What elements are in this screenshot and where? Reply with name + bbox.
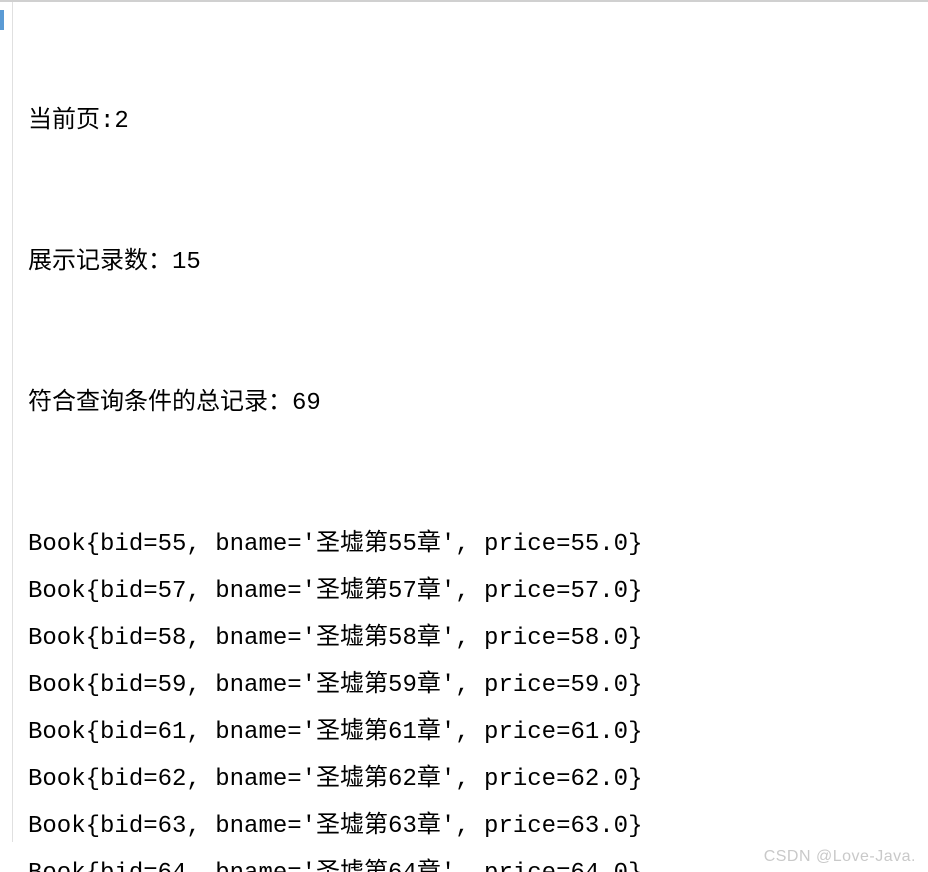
gutter-rule — [12, 2, 13, 842]
console-output: 当前页:2 展示记录数：15 符合查询条件的总记录：69 Book{bid=55… — [28, 4, 918, 872]
header-current-page: 当前页:2 — [28, 98, 918, 145]
record-line: Book{bid=61, bname='圣墟第61章', price=61.0} — [28, 709, 918, 756]
watermark: CSDN @Love-Java. — [764, 848, 916, 866]
header-total: 符合查询条件的总记录：69 — [28, 380, 918, 427]
page-size-label: 展示记录数： — [28, 249, 172, 276]
header-page-size: 展示记录数：15 — [28, 239, 918, 286]
record-line: Book{bid=63, bname='圣墟第63章', price=63.0} — [28, 803, 918, 850]
current-page-value: 2 — [114, 108, 128, 135]
record-line: Book{bid=58, bname='圣墟第58章', price=58.0} — [28, 615, 918, 662]
page-size-value: 15 — [172, 249, 201, 276]
records-list: Book{bid=55, bname='圣墟第55章', price=55.0}… — [28, 521, 918, 872]
current-page-label: 当前页: — [28, 108, 114, 135]
record-line: Book{bid=55, bname='圣墟第55章', price=55.0} — [28, 521, 918, 568]
active-line-marker — [0, 10, 4, 30]
total-value: 69 — [292, 390, 321, 417]
panel-top-border — [0, 0, 928, 2]
record-line: Book{bid=59, bname='圣墟第59章', price=59.0} — [28, 662, 918, 709]
record-line: Book{bid=57, bname='圣墟第57章', price=57.0} — [28, 568, 918, 615]
record-line: Book{bid=62, bname='圣墟第62章', price=62.0} — [28, 756, 918, 803]
total-label: 符合查询条件的总记录： — [28, 390, 292, 417]
